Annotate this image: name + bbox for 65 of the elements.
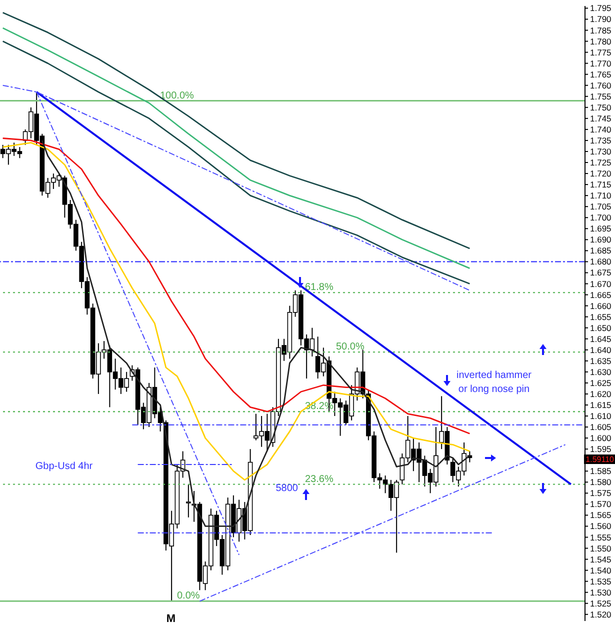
y-tick-label: 1.750	[590, 102, 612, 112]
y-tick-label: 1.725	[590, 158, 612, 168]
y-tick-label: 1.540	[590, 565, 612, 576]
y-tick-label: 1.770	[590, 58, 612, 68]
text: 1.59110	[586, 455, 615, 464]
y-tick-label: 1.595	[590, 444, 612, 454]
y-tick-label: 1.640	[590, 344, 612, 355]
y-tick-label: 1.550	[590, 543, 612, 554]
annotation: 100.0%	[160, 90, 194, 102]
y-tick-label: 1.755	[590, 91, 612, 102]
annotation: 5800	[276, 483, 298, 494]
y-tick-label: 1.625	[590, 378, 612, 388]
y-tick-label: 1.765	[590, 69, 612, 80]
y-tick-label: 1.700	[590, 212, 612, 223]
y-tick-label: 1.575	[590, 488, 612, 498]
y-tick-label: 1.645	[590, 334, 612, 344]
y-tick-label: 1.715	[590, 180, 612, 190]
y-tick-label: 1.560	[590, 521, 612, 532]
y-tick-label: 1.665	[590, 290, 612, 300]
y-tick-label: 1.605	[590, 422, 612, 432]
y-tick-label: 1.705	[590, 202, 612, 212]
annotation: M	[166, 613, 176, 625]
y-tick-label: 1.620	[590, 388, 612, 399]
annotation: Gbp-Usd 4hr	[35, 461, 94, 472]
y-tick-label: 1.580	[590, 477, 612, 488]
y-tick-label: 1.525	[590, 598, 612, 608]
y-tick-label: 1.535	[590, 576, 612, 586]
annotation: 61.8%	[305, 282, 334, 294]
y-tick-label: 1.520	[590, 609, 612, 620]
y-tick-label: 1.710	[590, 190, 612, 201]
y-tick-label: 1.760	[590, 80, 612, 90]
y-tick-label: 1.780	[590, 36, 612, 46]
annotation: 50.0%	[336, 342, 364, 353]
y-tick-label: 1.610	[590, 411, 612, 422]
y-tick-label: 1.680	[590, 256, 612, 267]
y-tick-label: 1.730	[590, 146, 612, 156]
y-tick-label: 1.775	[590, 47, 612, 58]
y-tick-label: 1.630	[590, 366, 612, 377]
y-tick-label: 1.795	[590, 3, 612, 14]
y-tick-label: 1.675	[590, 268, 612, 278]
annotation: inverted hammer or long nose pin	[456, 370, 532, 395]
y-tick-label: 1.570	[590, 499, 612, 510]
annotation: 0.0%	[177, 590, 200, 602]
y-tick-label: 1.565	[590, 510, 612, 520]
y-tick-label: 1.655	[590, 312, 612, 322]
y-tick-label: 1.545	[590, 554, 612, 564]
y-tick-label: 1.660	[590, 300, 612, 311]
y-tick-label: 1.585	[590, 466, 612, 476]
y-tick-label: 1.670	[590, 278, 612, 289]
y-tick-label: 1.555	[590, 532, 612, 542]
y-tick-label: 1.745	[590, 113, 612, 124]
y-tick-label: 1.790	[590, 14, 612, 24]
y-tick-label: 1.615	[590, 400, 612, 410]
y-tick-label: 1.695	[590, 224, 612, 234]
annotation: 23.6%	[305, 474, 334, 485]
y-tick-label: 1.785	[590, 25, 612, 36]
y-tick-label: 1.685	[590, 246, 612, 256]
y-tick-label: 1.690	[590, 234, 612, 245]
y-tick-label: 1.650	[590, 322, 612, 333]
y-tick-label: 1.740	[590, 124, 612, 134]
y-tick-label: 1.600	[590, 433, 612, 444]
y-tick-label: 1.735	[590, 135, 612, 146]
y-tick-label: 1.530	[590, 587, 612, 598]
y-tick-label: 1.720	[590, 168, 612, 179]
y-tick-label: 1.635	[590, 356, 612, 366]
